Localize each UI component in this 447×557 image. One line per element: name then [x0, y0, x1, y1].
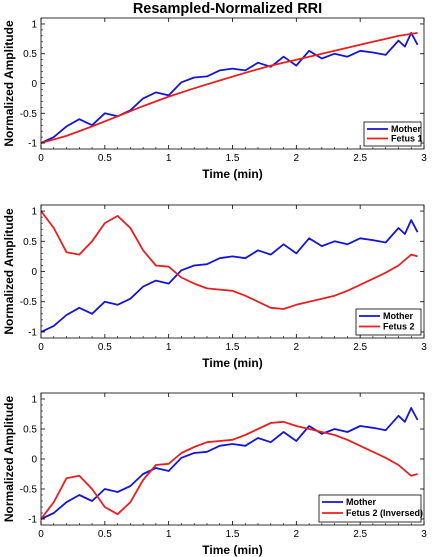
- legend-label: Fetus 2: [383, 322, 415, 332]
- y-tick-label: 0: [31, 79, 37, 90]
- legend-box: [355, 308, 422, 336]
- y-axis-label: Normalized Amplitude: [2, 20, 16, 147]
- x-tick-label: 2.5: [353, 529, 367, 540]
- series-line-mother: [41, 407, 419, 520]
- chart-panel-2: 0 0.5 1 1.5 2 2.5 3 -1 -0.5 0 0.5 1 Time (min) Normal…: [2, 204, 427, 370]
- x-tick-label: 1: [166, 342, 172, 353]
- x-tick-label: 1.5: [226, 529, 240, 540]
- x-tick-label: 0: [38, 153, 44, 164]
- x-tick-label: 3: [421, 342, 427, 353]
- x-tick-label: 2.5: [353, 153, 367, 164]
- y-tick-label: -1: [28, 515, 37, 526]
- x-tick-label: 2: [294, 153, 300, 164]
- y-tick-label: -0.5: [20, 297, 38, 308]
- x-axis-label: Time (min): [202, 543, 262, 557]
- series-group: [41, 32, 419, 144]
- x-tick-label: 3: [421, 529, 427, 540]
- y-tick-label: -1: [28, 327, 37, 338]
- series-line-fetus: [41, 32, 418, 144]
- x-tick-label: 0.5: [98, 342, 112, 353]
- series-group: [41, 407, 419, 520]
- y-axis-label: Normalized Amplitude: [2, 208, 16, 335]
- y-tick-label: 0: [31, 267, 37, 278]
- legend-label: Mother: [391, 124, 421, 134]
- x-axis-label: Time (min): [202, 167, 262, 181]
- y-tick-label: 0.5: [23, 49, 37, 60]
- y-tick-label: -1: [28, 139, 37, 150]
- x-tick-label: 0.5: [98, 153, 112, 164]
- legend-box: [363, 121, 422, 147]
- y-tick-label: -0.5: [20, 485, 38, 496]
- series-group: [41, 210, 419, 333]
- y-tick-label: 1: [31, 395, 37, 406]
- y-tick-label: 1: [31, 207, 37, 218]
- series-line-fetus: [41, 210, 418, 310]
- x-tick-label: 2.5: [353, 342, 367, 353]
- y-axis-label: Normalized Amplitude: [2, 396, 16, 523]
- series-line-fetus: [41, 420, 418, 520]
- x-tick-label: 2: [294, 529, 300, 540]
- x-tick-label: 3: [421, 153, 427, 164]
- chart-title: Resampled-Normalized RRI: [133, 1, 322, 17]
- chart-panel-3: 0 0.5 1 1.5 2 2.5 3 -1 -0.5 0 0.5 1 Time (min) Normal…: [2, 392, 427, 557]
- legend-label: Mother: [346, 497, 376, 507]
- x-tick-label: 2: [294, 342, 300, 353]
- series-line-mother: [41, 32, 419, 144]
- series-line-mother: [41, 219, 419, 333]
- x-tick-label: 0: [38, 342, 44, 353]
- y-tick-label: 1: [31, 19, 37, 30]
- x-tick-label: 0: [38, 529, 44, 540]
- legend-label: Fetus 1: [391, 134, 423, 144]
- x-tick-label: 1.5: [226, 153, 240, 164]
- x-axis-label: Time (min): [202, 356, 262, 370]
- x-tick-label: 1.5: [226, 342, 240, 353]
- chart-panel-1: Resampled-Normalized RRI 0 0.5 1 1.5 2 2.5 3 -1 -…: [2, 1, 427, 181]
- y-tick-label: 0: [31, 455, 37, 466]
- y-tick-label: -0.5: [20, 109, 38, 120]
- y-tick-label: 0.5: [23, 425, 37, 436]
- legend-box: [318, 494, 422, 523]
- x-tick-label: 0.5: [98, 529, 112, 540]
- legend-label: Fetus 2 (Inversed): [346, 508, 423, 518]
- legend-label: Mother: [383, 311, 413, 321]
- x-tick-label: 1: [166, 153, 172, 164]
- x-tick-label: 1: [166, 529, 172, 540]
- y-tick-label: 0.5: [23, 237, 37, 248]
